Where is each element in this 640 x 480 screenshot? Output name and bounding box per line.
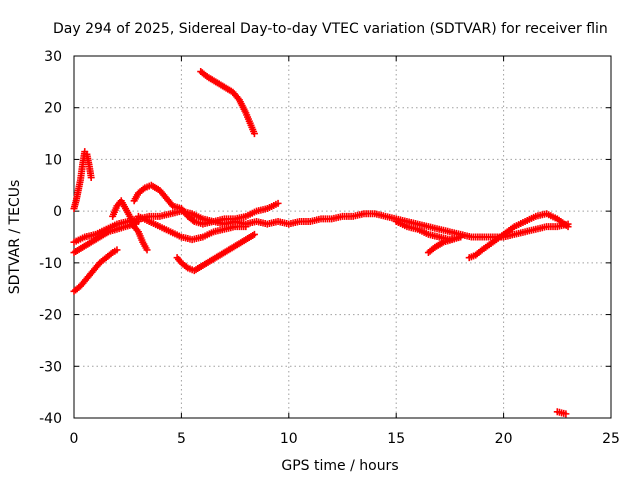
y-tick-label: 30 — [44, 49, 62, 65]
data-point — [274, 199, 282, 207]
data-point — [564, 223, 572, 231]
series-arc-6 — [130, 181, 282, 228]
series-arc-11 — [424, 233, 465, 257]
series-arc-3 — [70, 207, 572, 246]
y-tick-label: 20 — [44, 101, 62, 117]
series-arc-8 — [173, 230, 258, 275]
x-tick-label: 0 — [70, 431, 79, 447]
data-point — [87, 174, 95, 182]
x-axis-label: GPS time / hours — [281, 458, 398, 474]
y-tick-label: -10 — [39, 256, 62, 272]
x-tick-label: 20 — [495, 431, 513, 447]
series-arc-7 — [134, 212, 250, 244]
data-point — [113, 246, 121, 254]
chart-title: Day 294 of 2025, Sidereal Day-to-day VTE… — [53, 21, 608, 37]
series-arc-1 — [70, 246, 121, 295]
data-point — [250, 130, 258, 138]
series-arc-12 — [465, 210, 572, 262]
data-point — [457, 233, 465, 241]
y-tick-label: -20 — [39, 308, 62, 324]
series-arc-13 — [553, 408, 570, 418]
series-arc-5 — [109, 197, 151, 254]
y-tick-label: -30 — [39, 359, 62, 375]
data-markers — [70, 68, 572, 418]
plot-frame — [73, 55, 612, 419]
y-tick-label: -40 — [39, 411, 62, 427]
data-point — [562, 410, 570, 418]
y-tick-label: 10 — [44, 152, 62, 168]
y-axis-label: SDTVAR / TECUs — [7, 180, 23, 295]
data-point — [250, 230, 258, 238]
x-tick-label: 25 — [602, 431, 620, 447]
grid-layer — [74, 56, 611, 418]
x-tick-label: 15 — [387, 431, 405, 447]
tick-layer: 0 5 10 15 20 25 30 20 10 0 -10 -20 -30 -40 — [39, 49, 620, 447]
data-point — [242, 223, 250, 231]
x-tick-label: 10 — [280, 431, 298, 447]
x-tick-label: 5 — [177, 431, 186, 447]
series-arc-4 — [70, 148, 95, 213]
series-arc-9 — [197, 68, 258, 138]
data-point — [143, 246, 151, 254]
y-tick-label: 0 — [53, 204, 62, 220]
